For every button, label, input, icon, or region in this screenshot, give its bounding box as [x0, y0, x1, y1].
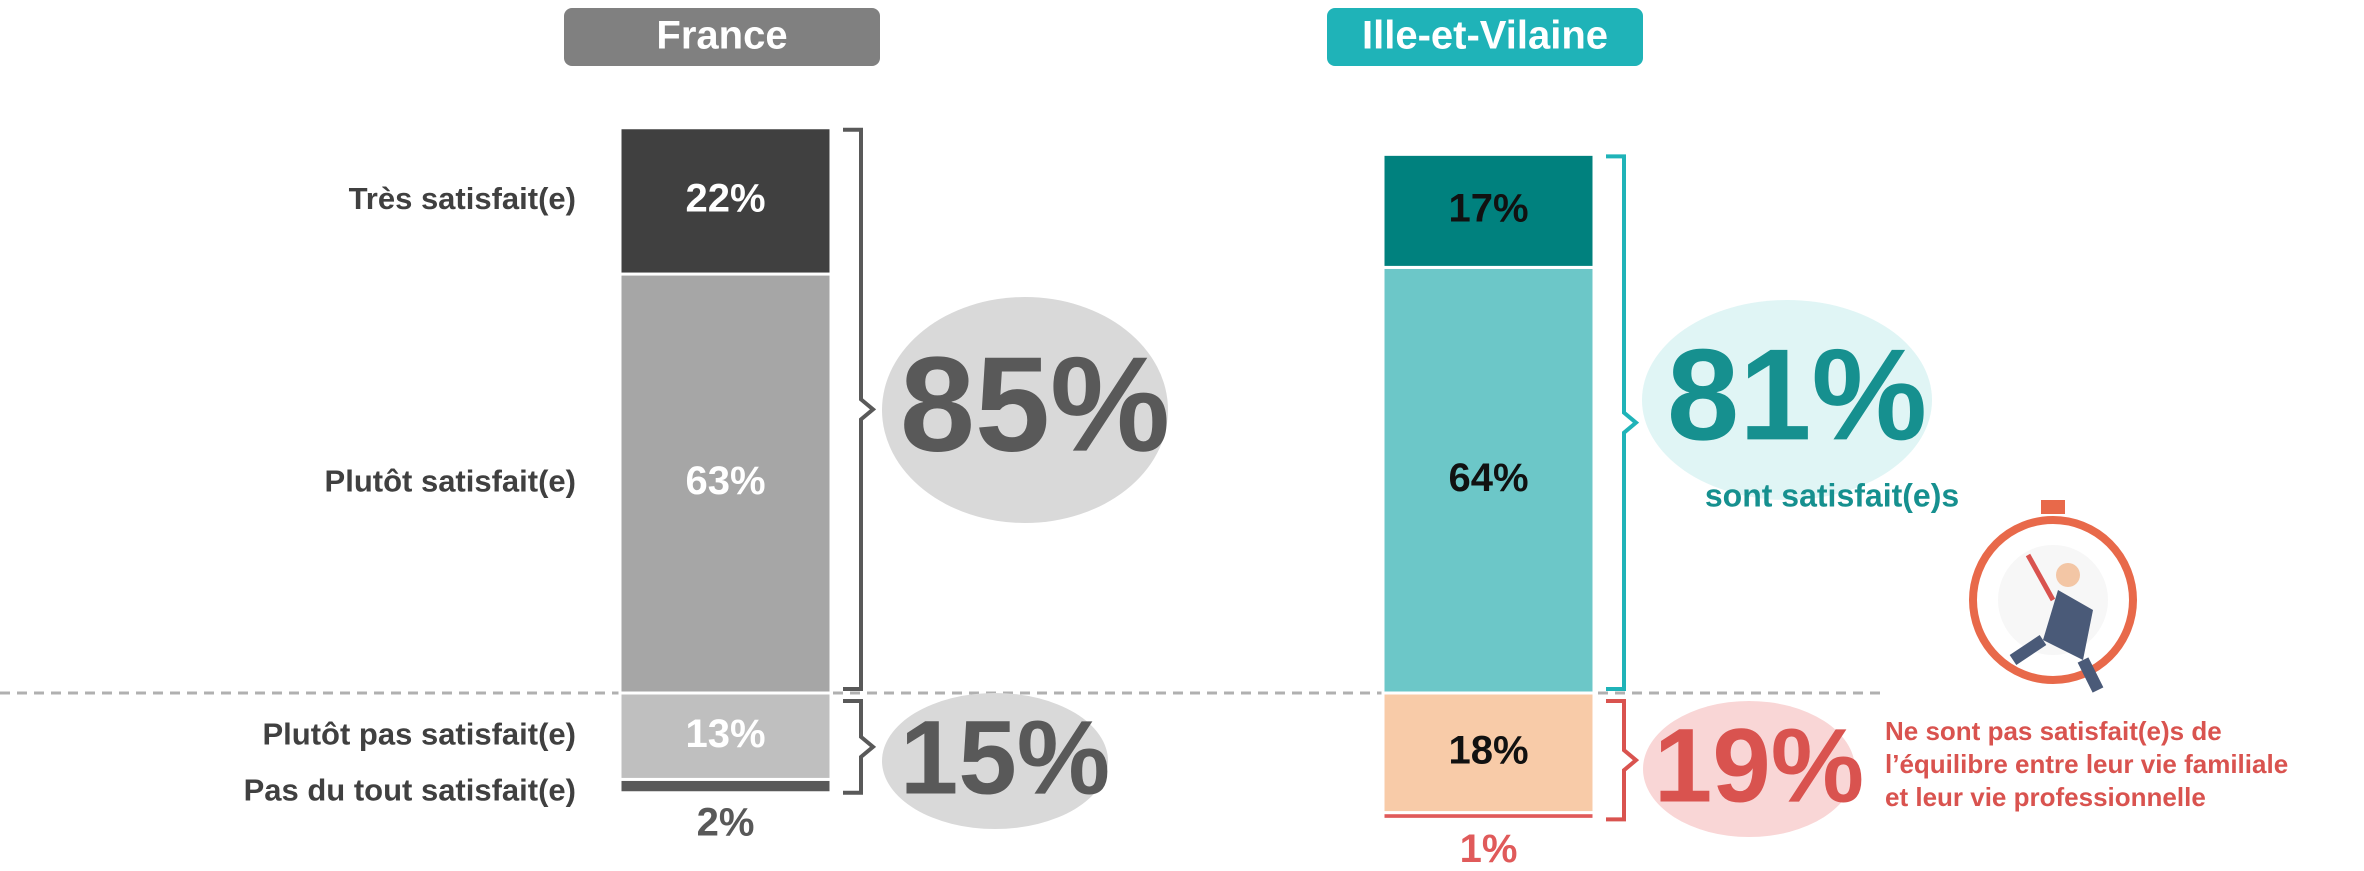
- value-label: 1%: [1460, 827, 1518, 871]
- unsatisfied-note: et leur vie professionnelle: [1885, 782, 2206, 812]
- unsatisfied-note: l’équilibre entre leur vie familiale: [1885, 749, 2288, 779]
- total-label: 15%: [900, 700, 1110, 817]
- unsatisfied-note: Ne sont pas satisfait(e)s de: [1885, 716, 2222, 746]
- bracket: [843, 130, 873, 689]
- value-label: 63%: [685, 459, 765, 503]
- row-label: Pas du tout satisfait(e): [244, 772, 576, 807]
- value-label: 18%: [1448, 728, 1528, 772]
- category-label: France: [656, 14, 787, 58]
- bar-segment: [1383, 813, 1594, 820]
- category-label: Ille-et-Vilaine: [1362, 14, 1608, 58]
- value-label: 64%: [1448, 456, 1528, 500]
- bar-segment: [620, 779, 831, 792]
- icon: [1973, 500, 2133, 690]
- row-label: Plutôt pas satisfait(e): [263, 716, 577, 751]
- total-label: 19%: [1654, 708, 1864, 825]
- value-label: 17%: [1448, 186, 1528, 230]
- value-label: 2%: [697, 800, 755, 844]
- total-label: 85%: [900, 329, 1170, 480]
- value-label: 13%: [685, 712, 765, 756]
- row-label: Plutôt satisfait(e): [325, 464, 576, 499]
- row-label: Très satisfait(e): [349, 181, 576, 216]
- chart: France 63% Plutôt satisfait(e) 22% Très sati…: [0, 0, 2364, 871]
- total-label: 81%: [1667, 321, 1927, 467]
- bracket: [1606, 156, 1636, 689]
- value-label: 22%: [685, 176, 765, 220]
- bracket: [1606, 701, 1636, 819]
- bracket: [843, 701, 873, 793]
- satisfied-note: sont satisfait(e)s: [1705, 477, 1959, 513]
